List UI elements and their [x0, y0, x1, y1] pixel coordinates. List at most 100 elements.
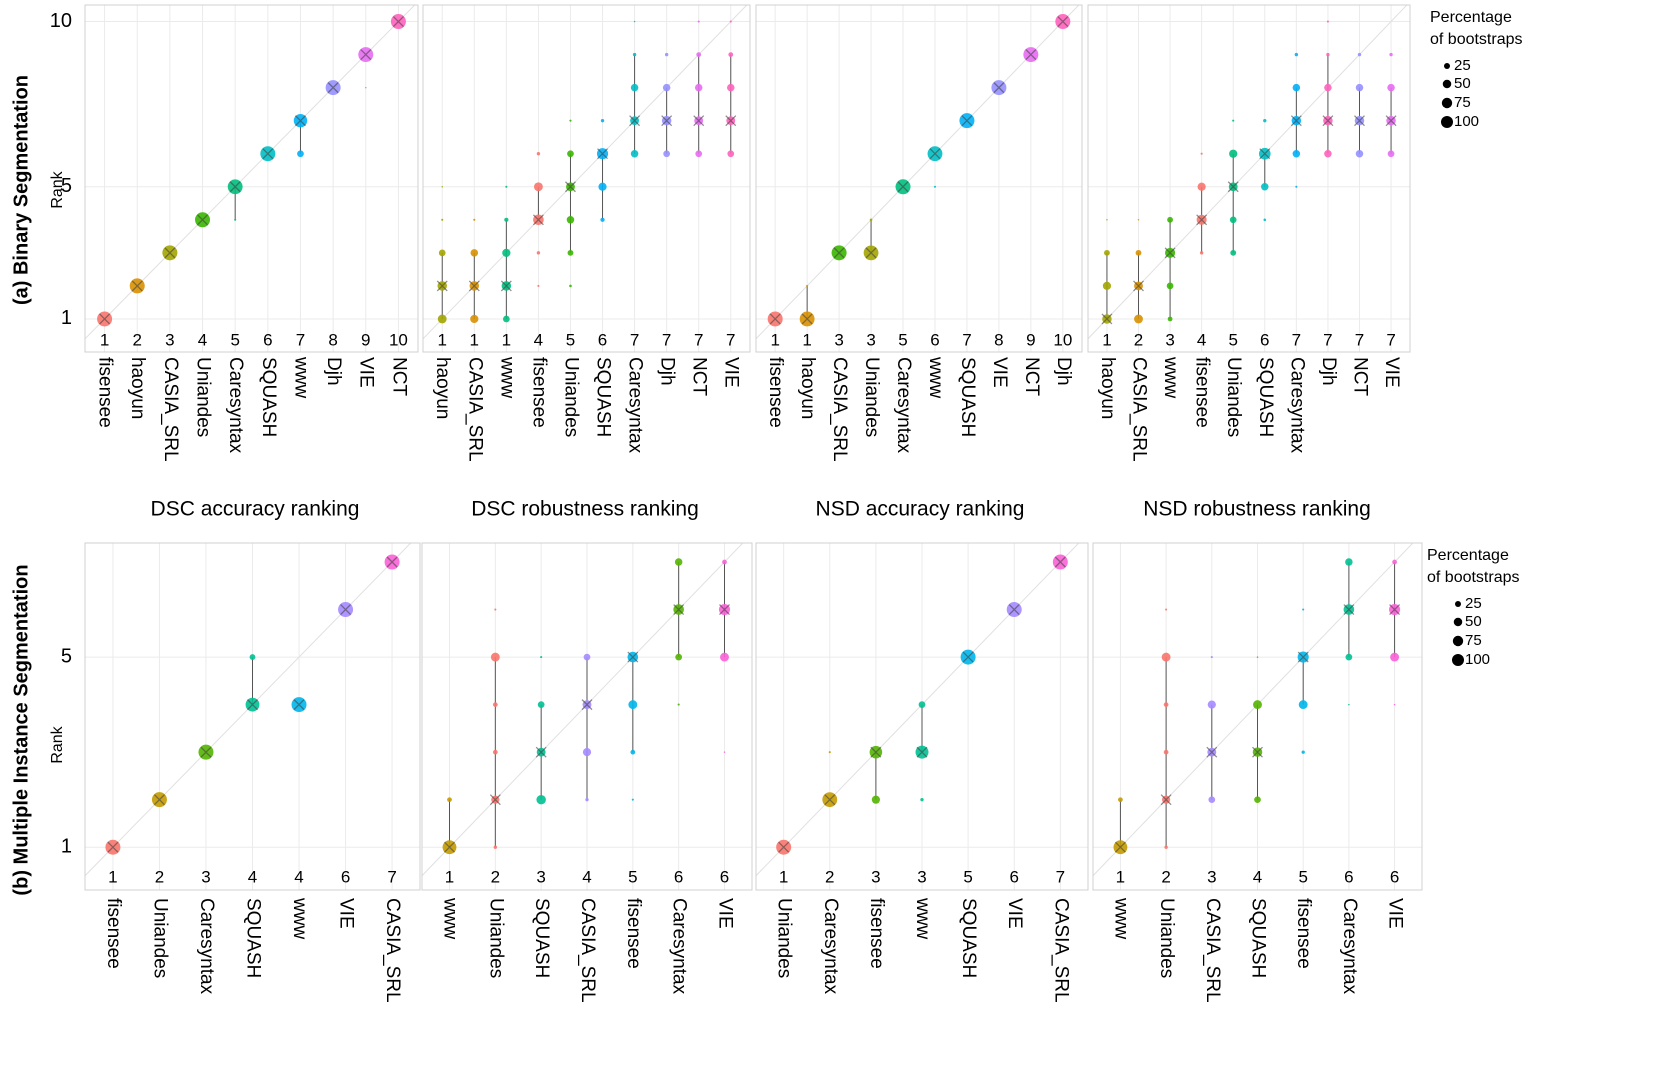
blob — [727, 83, 735, 92]
panel — [756, 543, 1088, 890]
legend-label: 50 — [1465, 613, 1482, 630]
blob — [583, 653, 591, 661]
legend-symbol — [1452, 654, 1464, 666]
x-tick-label: Caresyntax — [225, 357, 246, 454]
blob — [1348, 703, 1350, 706]
blob — [1301, 750, 1305, 754]
blob — [1106, 219, 1108, 221]
median-cross — [200, 746, 212, 758]
x-tick-label: CASIA_SRL — [829, 357, 850, 462]
panel-frame — [84, 542, 421, 891]
blob — [600, 118, 605, 123]
blob — [664, 52, 669, 57]
x-tick-label: www — [925, 356, 946, 398]
rank-label: 7 — [962, 330, 971, 349]
y-tick-label: 1 — [61, 836, 72, 858]
median-cross — [824, 794, 836, 806]
median-cross — [247, 699, 258, 711]
median-cross — [1114, 841, 1126, 853]
x-tick-label: VIE — [1004, 898, 1025, 929]
rank-label: 4 — [248, 867, 257, 886]
rank-label: 3 — [536, 867, 545, 886]
rank-label: 7 — [694, 330, 703, 349]
blob — [696, 52, 702, 57]
blob — [1207, 700, 1216, 709]
blob — [536, 152, 541, 156]
legend-symbol — [1441, 97, 1453, 109]
x-tick-label: Djh — [1318, 357, 1339, 386]
x-tick-label: SQUASH — [531, 898, 552, 978]
blob — [632, 52, 637, 57]
x-tick-label: CASIA_SRL — [577, 898, 598, 1003]
blob — [630, 149, 639, 158]
blob — [1254, 796, 1261, 804]
blob — [537, 701, 545, 708]
rank-label: 5 — [963, 867, 972, 886]
rank-label: 7 — [662, 330, 671, 349]
rank-label: 3 — [834, 330, 843, 349]
blob — [441, 186, 443, 188]
x-tick-label: VIE — [356, 357, 377, 388]
diagonal — [1093, 543, 1414, 877]
rank-label: 2 — [1161, 867, 1170, 886]
blob — [1229, 149, 1238, 158]
blob — [1263, 118, 1267, 123]
rank-label: 9 — [361, 330, 370, 349]
blob — [1135, 249, 1142, 256]
blob — [663, 150, 671, 158]
median-cross — [929, 148, 941, 160]
legend-label: 75 — [1454, 94, 1471, 111]
legend-symbol — [1455, 601, 1461, 607]
rank-label: 3 — [1165, 330, 1174, 349]
blob — [1387, 150, 1395, 158]
blob — [598, 182, 607, 191]
rank-label: 6 — [1390, 867, 1399, 886]
rank-label: 4 — [1253, 867, 1262, 886]
x-tick-label: fisensee — [765, 357, 786, 428]
rank-label: 7 — [630, 330, 639, 349]
rank-label: 3 — [917, 867, 926, 886]
median-cross — [1133, 280, 1144, 292]
rank-label: 6 — [720, 867, 729, 886]
blob — [533, 182, 543, 192]
x-tick-label: haoyun — [127, 357, 148, 419]
blob — [1229, 216, 1237, 224]
x-tick-label: haoyun — [432, 357, 453, 419]
rank-label: 1 — [1102, 330, 1111, 349]
panel-frame — [1092, 542, 1423, 891]
legend-title: of bootstraps — [1427, 569, 1520, 586]
median-cross — [295, 115, 306, 127]
y-tick-label: 5 — [61, 175, 72, 197]
x-tick-label: SQUASH — [1247, 898, 1268, 978]
rank-label: 1 — [770, 330, 779, 349]
row-label: (a) Binary Segmentation — [10, 75, 32, 305]
blob — [447, 797, 452, 803]
blob — [569, 284, 572, 288]
panel — [756, 5, 1082, 352]
x-tick-label: VIE — [714, 898, 735, 929]
legend-symbol — [1453, 617, 1463, 627]
x-tick-label: NCT — [689, 357, 710, 396]
x-tick-label: Uniandes — [1156, 898, 1177, 978]
rank-label: 1 — [779, 867, 788, 886]
blob — [536, 251, 541, 255]
blob — [1232, 119, 1235, 122]
x-tick-label: fisensee — [1293, 898, 1314, 969]
median-cross — [565, 181, 576, 193]
legend-symbol — [1442, 79, 1452, 89]
legend-label: 100 — [1454, 113, 1479, 130]
blob — [697, 20, 700, 23]
median-cross — [1008, 604, 1020, 616]
blob — [630, 749, 636, 755]
blob — [1390, 652, 1400, 662]
median-cross — [1343, 604, 1355, 616]
median-cross — [1160, 794, 1172, 806]
rank-label: 8 — [994, 330, 1003, 349]
blob — [502, 315, 510, 323]
blob — [537, 284, 540, 287]
blob — [1118, 797, 1123, 803]
x-tick-label: CASIA_SRL — [1128, 357, 1149, 462]
legend-label: 25 — [1454, 57, 1471, 74]
panel — [422, 543, 752, 890]
legend-title: Percentage — [1427, 547, 1509, 564]
